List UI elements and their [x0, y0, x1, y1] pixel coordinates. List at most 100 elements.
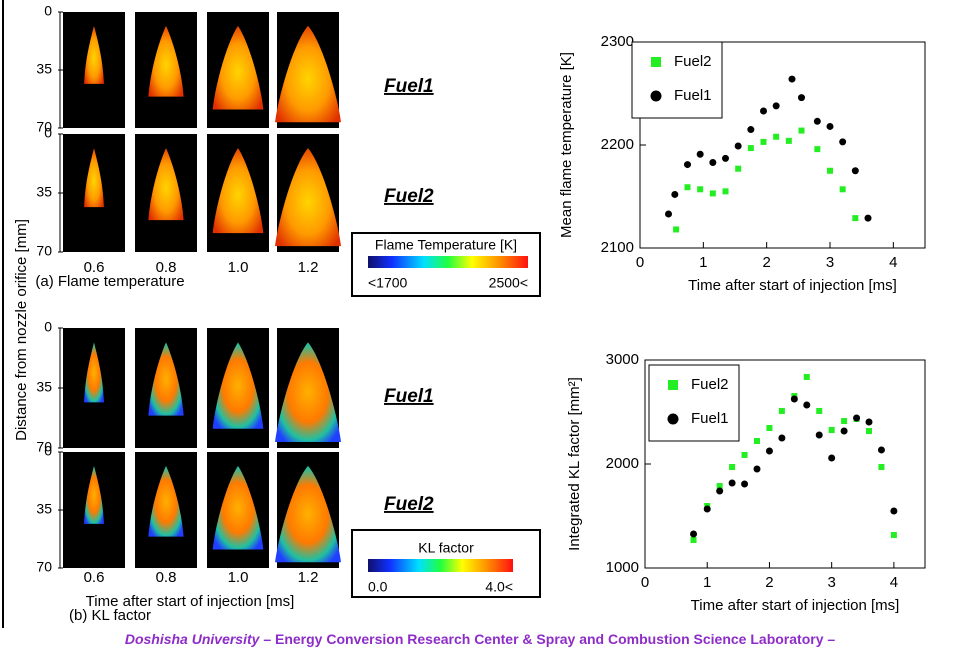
marker: [853, 414, 861, 422]
y-tick-label: 2300: [601, 33, 634, 50]
flame: [275, 342, 341, 442]
flame: [148, 342, 184, 416]
legend-marker: [651, 57, 661, 67]
flame: [212, 465, 264, 550]
marker: [735, 165, 742, 172]
flame: [148, 148, 184, 221]
depth-tick-label: 70: [36, 439, 52, 455]
caption: (b) KL factor: [69, 607, 151, 624]
colorbar-title: Flame Temperature [K]: [375, 237, 517, 253]
marker: [697, 186, 704, 193]
marker: [760, 107, 767, 115]
y-tick-label: 2000: [606, 455, 639, 472]
colorbar-gradient: [368, 559, 513, 572]
depth-tick-label: 70: [36, 243, 52, 259]
marker: [765, 447, 773, 455]
marker: [754, 438, 760, 445]
colorbar: Flame Temperature [K] <1700 2500<: [351, 232, 541, 297]
marker: [890, 532, 897, 539]
x-tick-label: 3: [826, 254, 834, 271]
flame: [275, 465, 341, 563]
marker: [690, 537, 697, 544]
marker: [815, 431, 823, 439]
legend-marker: [650, 90, 662, 102]
depth-tick-label: 35: [36, 379, 52, 395]
marker: [816, 407, 823, 414]
depth-tick-label: 70: [36, 119, 52, 135]
depth-tick-label: 0: [44, 319, 52, 335]
marker: [722, 154, 729, 162]
marker: [814, 146, 821, 153]
depth-tick-label: 35: [36, 61, 52, 77]
legend-marker: [668, 380, 678, 390]
marker: [722, 188, 729, 195]
legend-label: Fuel2: [691, 376, 729, 393]
fuel-label: Fuel2: [384, 186, 434, 207]
flame: [275, 25, 341, 123]
marker: [741, 451, 748, 458]
x-tick-label: 0: [641, 574, 649, 591]
marker: [803, 373, 810, 380]
footer-institution: Doshisha University: [125, 631, 261, 647]
marker: [839, 186, 846, 193]
marker: [772, 102, 780, 110]
flame: [84, 148, 104, 208]
marker: [703, 505, 711, 513]
legend-label: Fuel1: [691, 410, 729, 427]
x-tick-label: 3: [827, 574, 835, 591]
marker: [785, 137, 792, 144]
x-tick-label: 0: [636, 254, 644, 271]
marker: [671, 190, 679, 198]
colorbar-min: 0.0: [368, 579, 388, 595]
marker: [696, 150, 704, 158]
marker: [747, 145, 754, 152]
column-label: 1.2: [298, 569, 319, 586]
marker: [788, 75, 796, 83]
fuel-label: Fuel1: [384, 386, 434, 407]
marker: [747, 126, 755, 134]
marker: [852, 215, 859, 222]
legend-label: Fuel1: [674, 87, 712, 104]
flame: [84, 465, 104, 524]
marker: [716, 487, 724, 495]
flame: [212, 342, 264, 429]
caption: (a) Flame temperature: [35, 273, 184, 290]
marker: [665, 210, 672, 218]
depth-tick-label: 35: [36, 184, 52, 200]
column-label: 0.6: [84, 569, 105, 586]
marker: [734, 142, 742, 150]
y-tick-label: 2200: [601, 136, 634, 153]
legend-marker: [667, 413, 679, 425]
marker: [728, 479, 736, 487]
y-axis-label: Mean flame temperature [K]: [558, 52, 575, 238]
flame: [212, 148, 264, 234]
x-tick-label: 2: [765, 574, 773, 591]
depth-tick-label: 0: [44, 443, 52, 459]
marker: [709, 190, 716, 197]
fuel-label: Fuel2: [384, 494, 434, 515]
fuel-label: Fuel1: [384, 76, 434, 97]
legend-label: Fuel2: [674, 53, 712, 70]
marker: [803, 401, 811, 409]
colorbar-min: <1700: [368, 275, 408, 291]
x-tick-label: 2: [762, 254, 770, 271]
colorbar: KL factor 0.0 4.0<: [351, 529, 541, 598]
marker: [839, 138, 847, 146]
marker: [766, 425, 773, 432]
legend-box: [648, 364, 740, 442]
flame: [84, 25, 104, 84]
flame: [212, 25, 264, 110]
depth-tick-label: 0: [44, 125, 52, 141]
marker: [826, 122, 834, 130]
y-tick-label: 3000: [606, 351, 639, 368]
marker: [684, 161, 691, 169]
x-tick-label: 1: [703, 574, 711, 591]
column-label: 1.0: [228, 259, 249, 276]
marker: [866, 428, 872, 435]
marker: [865, 418, 873, 426]
x-tick-label: 4: [890, 574, 898, 591]
legend-box: [631, 41, 723, 119]
marker: [709, 159, 717, 167]
column-label: 1.0: [228, 569, 249, 586]
